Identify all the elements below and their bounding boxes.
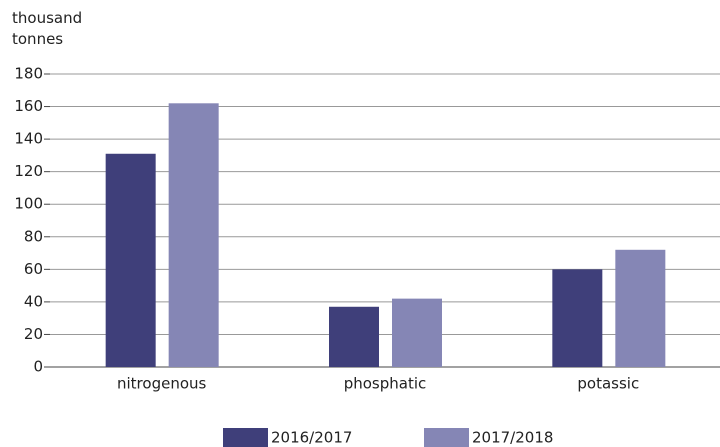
legend-swatch <box>223 428 268 447</box>
y-tick-label: 0 <box>33 358 43 376</box>
y-tick-label: 20 <box>24 325 43 343</box>
bar <box>615 249 666 367</box>
x-tick-label: phosphatic <box>344 375 427 393</box>
legend-label: 2016/2017 <box>271 429 352 447</box>
y-axis-label: thousand tonnes <box>12 9 83 48</box>
y-tick-label: 160 <box>14 97 43 115</box>
y-tick-label: 40 <box>24 292 43 310</box>
legend-label: 2017/2018 <box>472 429 553 447</box>
bar <box>552 269 603 367</box>
bar <box>105 153 156 367</box>
x-tick-label: potassic <box>577 375 639 393</box>
legend-swatch <box>424 428 469 447</box>
bar <box>168 103 219 368</box>
y-tick-label: 100 <box>14 195 43 213</box>
bar <box>392 298 442 367</box>
y-tick-label: 180 <box>14 65 43 83</box>
y-tick-label: 80 <box>24 227 43 245</box>
y-tick-label: 60 <box>24 260 43 278</box>
y-tick-label: 140 <box>14 130 43 148</box>
bar <box>329 306 379 367</box>
y-tick-label: 120 <box>14 162 43 180</box>
x-tick-label: nitrogenous <box>117 375 207 393</box>
